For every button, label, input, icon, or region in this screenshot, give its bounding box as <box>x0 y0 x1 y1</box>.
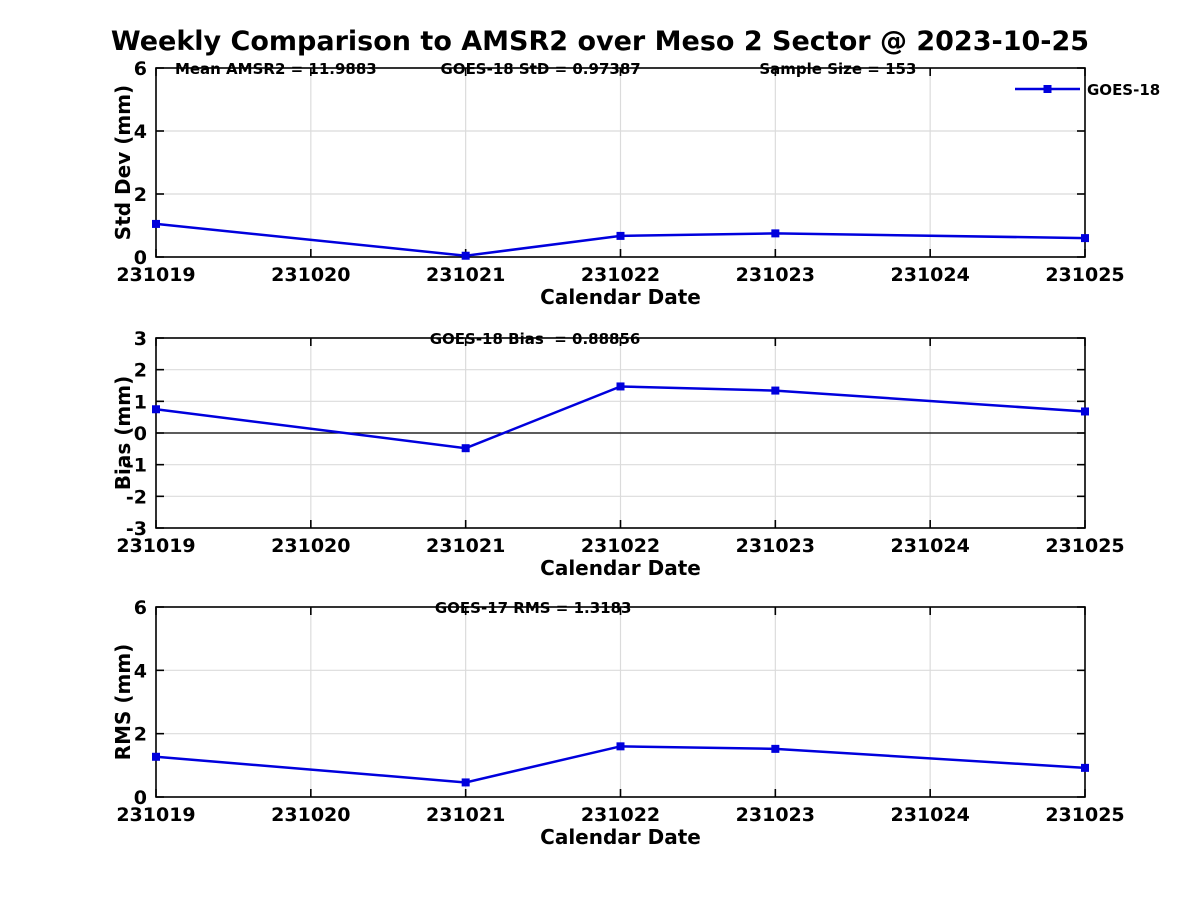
y-axis-label: Bias (mm) <box>111 376 135 490</box>
data-point-marker <box>152 405 160 414</box>
annotation: GOES-18 Bias = 0.88856 <box>430 330 641 348</box>
y-tick-label: -3 <box>126 518 147 540</box>
y-tick-label: 0 <box>134 787 147 809</box>
rms-panel: 231019 231020 231021 231022 231023 231024 2310… <box>111 597 1125 849</box>
y-tick-label: -2 <box>126 486 147 508</box>
annotation: GOES-17 RMS = 1.3183 <box>435 599 632 617</box>
data-point-marker <box>616 382 625 391</box>
x-tick-label: 231025 <box>1045 264 1124 286</box>
data-point-marker <box>1081 407 1089 416</box>
x-tick-label: 231020 <box>271 264 350 286</box>
y-tick-label: -1 <box>126 455 147 477</box>
data-point-marker <box>771 744 780 753</box>
x-tick-label: 231020 <box>271 535 350 557</box>
y-tick-label: 6 <box>134 597 147 619</box>
x-tick-label: 231023 <box>736 804 815 826</box>
x-tick-label: 231019 <box>116 804 195 826</box>
y-tick-label: 4 <box>134 660 147 682</box>
data-point-marker <box>461 444 470 453</box>
y-axis-label: Std Dev (mm) <box>111 85 135 240</box>
figure-title: Weekly Comparison to AMSR2 over Meso 2 S… <box>110 26 1090 57</box>
data-point-marker <box>152 752 160 761</box>
y-tick-label: 3 <box>134 328 147 350</box>
x-tick-label: 231024 <box>891 804 970 826</box>
y-tick-label: 0 <box>134 247 147 269</box>
x-tick-label: 231021 <box>426 804 505 826</box>
legend-marker <box>1043 85 1052 93</box>
x-tick-label: 231022 <box>581 535 660 557</box>
x-tick-label: 231020 <box>271 804 350 826</box>
x-tick-label: 231022 <box>581 804 660 826</box>
y-tick-label: 2 <box>134 724 147 746</box>
y-tick-label: 4 <box>134 121 147 143</box>
x-axis-label: Calendar Date <box>540 825 701 849</box>
data-point-marker <box>616 742 625 751</box>
y-axis-label: RMS (mm) <box>111 644 135 761</box>
legend: GOES-18 <box>1015 81 1160 99</box>
y-tick-label: 2 <box>134 184 147 206</box>
data-point-marker <box>1081 763 1089 772</box>
data-point-marker <box>1081 234 1089 243</box>
x-tick-label: 231021 <box>426 264 505 286</box>
y-tick-label: 0 <box>134 423 147 445</box>
annotation: GOES-18 StD = 0.97387 <box>441 60 641 78</box>
x-tick-label: 231022 <box>581 264 660 286</box>
data-point-marker <box>771 386 780 395</box>
legend-label: GOES-18 <box>1087 81 1160 99</box>
x-tick-label: 231023 <box>736 264 815 286</box>
x-axis-label: Calendar Date <box>540 556 701 580</box>
y-tick-label: 1 <box>134 391 147 413</box>
data-point-marker <box>461 778 470 787</box>
x-tick-label: 231025 <box>1045 535 1124 557</box>
x-tick-label: 231025 <box>1045 804 1124 826</box>
x-tick-label: 231019 <box>116 264 195 286</box>
x-tick-label: 231021 <box>426 535 505 557</box>
std_dev-panel: 231019 231020 231021 231022 231023 231024 2310… <box>111 58 1125 309</box>
annotation: Mean AMSR2 = 11.9883 <box>175 60 377 78</box>
bias-panel: 231019 231020 231021 231022 231023 231024 2310… <box>111 328 1125 580</box>
data-point-marker <box>616 231 625 240</box>
y-tick-label: 2 <box>134 360 147 382</box>
x-axis-label: Calendar Date <box>540 285 701 309</box>
y-tick-label: 6 <box>134 58 147 80</box>
data-point-marker <box>461 251 470 260</box>
data-point-marker <box>152 219 160 228</box>
x-tick-label: 231024 <box>891 264 970 286</box>
data-point-marker <box>771 229 780 238</box>
x-tick-label: 231019 <box>116 535 195 557</box>
x-tick-label: 231024 <box>891 535 970 557</box>
x-tick-label: 231023 <box>736 535 815 557</box>
annotation: Sample Size = 153 <box>759 60 916 78</box>
